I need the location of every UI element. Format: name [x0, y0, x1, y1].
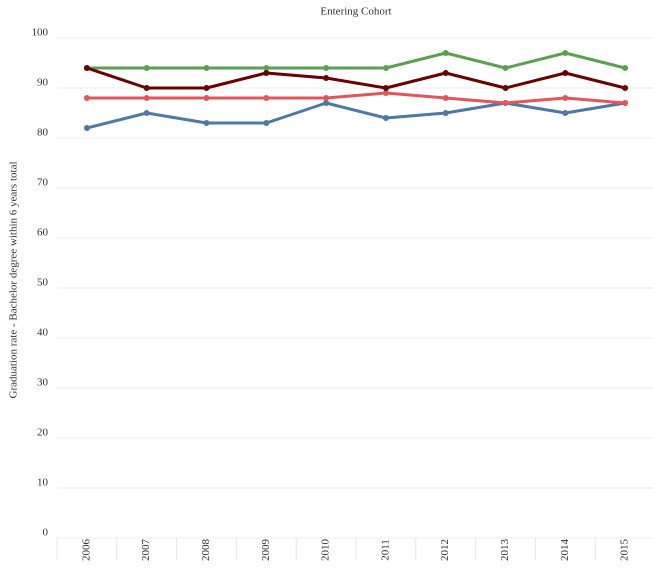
data-point [323, 95, 330, 101]
data-point [382, 85, 389, 91]
y-tick-label: 70 [37, 177, 49, 189]
y-tick-label: 60 [37, 227, 49, 239]
data-point [143, 95, 150, 101]
data-point [622, 85, 629, 91]
x-tick-label: 2008 [200, 539, 212, 562]
data-point [203, 95, 210, 101]
data-point [83, 125, 90, 131]
x-tick-label: 2012 [439, 539, 451, 561]
data-point [323, 75, 330, 81]
data-point [203, 85, 210, 91]
x-tick-label: 2007 [140, 539, 152, 562]
data-point [382, 65, 389, 71]
data-point [203, 65, 210, 71]
data-point [263, 65, 270, 71]
x-tick-label: 2013 [499, 539, 511, 562]
data-point [143, 85, 150, 91]
series-line [86, 51, 626, 70]
series-line [86, 101, 626, 130]
data-point [323, 65, 330, 71]
data-point [382, 90, 389, 96]
x-tick-label: 2014 [559, 539, 571, 562]
data-point [622, 100, 629, 106]
data-point [442, 50, 449, 56]
data-point [263, 95, 270, 101]
data-point [562, 70, 569, 76]
data-point [323, 100, 330, 106]
x-tick-label: 2006 [80, 539, 92, 562]
x-tick-label: 2009 [260, 539, 272, 562]
data-point [502, 100, 509, 106]
series-line [86, 66, 626, 90]
x-tick-label: 2010 [320, 539, 332, 562]
y-tick-label: 50 [37, 277, 49, 289]
data-point [442, 110, 449, 116]
data-point [143, 110, 150, 116]
chart-title: Entering Cohort [320, 6, 391, 18]
data-point [263, 70, 270, 76]
y-tick-label: 90 [37, 77, 49, 89]
data-point [562, 50, 569, 56]
data-point [622, 65, 629, 71]
data-point [83, 95, 90, 101]
y-tick-label: 80 [37, 127, 49, 139]
x-tick-label: 2015 [619, 539, 631, 562]
y-axis-label: Graduation rate - Bachelor degree within… [8, 161, 20, 398]
data-point [382, 115, 389, 121]
data-point [562, 110, 569, 116]
x-tick-label: 2011 [379, 539, 391, 561]
y-tick-label: 40 [37, 327, 49, 339]
series-line [86, 91, 626, 105]
y-tick-label: 20 [37, 427, 49, 439]
y-tick-label: 100 [32, 27, 49, 39]
data-point [502, 65, 509, 71]
data-point [442, 70, 449, 76]
data-point [83, 65, 90, 71]
y-tick-label: 30 [37, 377, 49, 389]
y-tick-label: 0 [43, 527, 49, 539]
y-tick-label: 10 [37, 477, 49, 489]
data-point [203, 120, 210, 126]
data-point [502, 85, 509, 91]
data-point [562, 95, 569, 101]
data-point [263, 120, 270, 126]
data-point [143, 65, 150, 71]
data-point [442, 95, 449, 101]
